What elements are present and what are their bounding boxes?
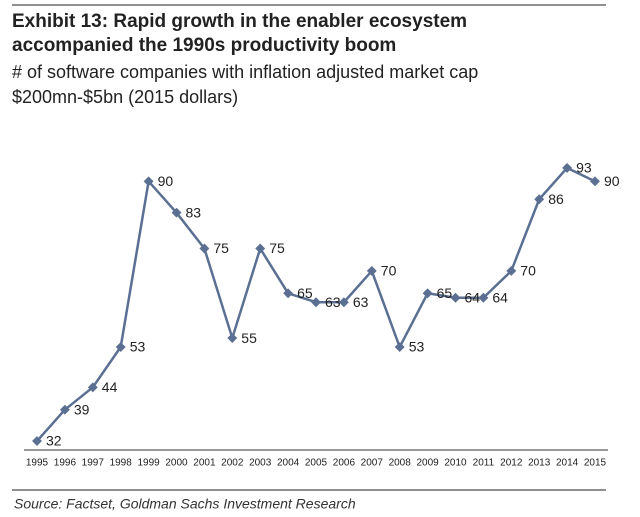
point <box>171 207 182 218</box>
point <box>562 162 573 173</box>
x-tick-label: 2012 <box>500 458 523 469</box>
x-tick-label: 2007 <box>361 458 384 469</box>
point <box>338 297 349 308</box>
data-label: 63 <box>325 294 341 310</box>
x-tick-label: 2013 <box>528 458 551 469</box>
point <box>590 176 600 187</box>
point <box>227 333 238 344</box>
point <box>311 297 321 308</box>
chart-title: Exhibit 13: Rapid growth in the enabler … <box>12 11 467 32</box>
data-label: 70 <box>520 263 536 279</box>
chart-subtitle: # of software companies with inflation a… <box>12 62 478 82</box>
data-label: 70 <box>381 263 397 279</box>
point <box>283 288 294 299</box>
point <box>143 176 154 187</box>
data-label: 75 <box>269 240 285 256</box>
data-label: 86 <box>548 191 564 207</box>
point <box>422 288 433 299</box>
x-tick-label: 2004 <box>277 458 300 469</box>
point <box>199 243 210 254</box>
x-tick-label: 1996 <box>54 458 77 469</box>
chart-title: accompanied the 1990s productivity boom <box>12 35 396 56</box>
x-tick-label: 1998 <box>110 458 133 469</box>
data-label: 75 <box>213 240 229 256</box>
data-label: 83 <box>186 204 202 220</box>
data-label: 64 <box>492 289 508 305</box>
data-label: 93 <box>576 160 592 176</box>
x-tick-label: 1997 <box>82 458 105 469</box>
point <box>450 292 461 303</box>
point <box>255 243 266 254</box>
point <box>534 194 545 205</box>
x-tick-label: 2003 <box>249 458 272 469</box>
x-tick-label: 2006 <box>333 458 356 469</box>
x-tick-label: 2001 <box>193 458 216 469</box>
x-tick-label: 2014 <box>556 458 579 469</box>
x-tick-label: 2000 <box>165 458 188 469</box>
x-tick-label: 2008 <box>389 458 412 469</box>
data-label: 53 <box>409 339 425 355</box>
x-tick-label: 1995 <box>26 458 49 469</box>
data-label: 53 <box>130 339 146 355</box>
data-label: 90 <box>604 173 620 189</box>
x-tick-label: 2009 <box>416 458 439 469</box>
point <box>366 265 377 276</box>
x-tick-label: 1999 <box>137 458 160 469</box>
data-label: 39 <box>74 401 90 417</box>
data-label: 64 <box>465 289 481 305</box>
data-label: 63 <box>353 294 369 310</box>
data-label: 65 <box>297 285 313 301</box>
data-label: 90 <box>158 173 174 189</box>
x-tick-label: 2010 <box>444 458 467 469</box>
x-tick-label: 2015 <box>584 458 607 469</box>
point <box>506 265 517 276</box>
point <box>394 342 405 352</box>
data-label: 65 <box>437 285 453 301</box>
point <box>478 292 489 303</box>
x-tick-label: 2005 <box>305 458 328 469</box>
data-label: 44 <box>102 379 118 395</box>
data-label: 55 <box>241 330 257 346</box>
chart-subtitle: $200mn-$5bn (2015 dollars) <box>12 87 238 107</box>
x-tick-label: 2002 <box>221 458 244 469</box>
data-label: 32 <box>46 433 62 449</box>
x-tick-label: 2011 <box>473 458 495 469</box>
source: Source: Factset, Goldman Sachs Investmen… <box>14 496 356 512</box>
